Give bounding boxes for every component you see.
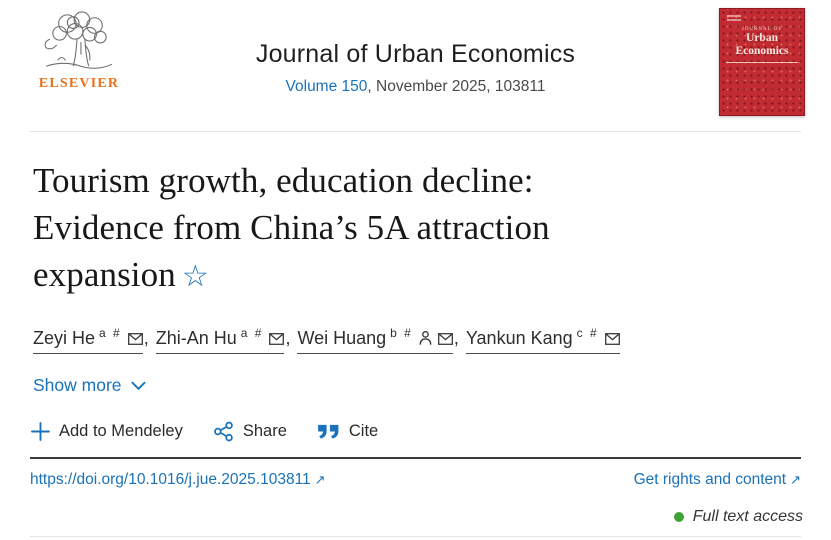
author-separator: ,	[143, 328, 149, 348]
author-name: Yankun Kang	[465, 328, 573, 348]
envelope-icon[interactable]	[269, 329, 285, 350]
elsevier-tree-icon	[44, 11, 113, 69]
author-name: Zeyi He	[33, 328, 96, 348]
author-affiliation-sup: a #	[240, 326, 264, 340]
share-label: Share	[242, 422, 287, 440]
cite-quote-icon	[317, 424, 339, 439]
journal-cover-thumbnail[interactable]: JOURNAL OF Urban Economics	[719, 8, 805, 116]
author-list: Zeyi He a #, Zhi-An Hu a #, Wei Huang b #, Yan…	[33, 326, 620, 354]
plus-icon	[31, 422, 50, 441]
author-name: Zhi-An Hu	[155, 328, 237, 348]
author-separator: ,	[453, 328, 459, 348]
author-name: Wei Huang	[297, 328, 387, 348]
share-icon	[213, 421, 233, 442]
add-to-mendeley-button[interactable]: Add to Mendeley	[31, 422, 183, 441]
cite-label: Cite	[348, 422, 379, 440]
envelope-icon[interactable]	[127, 329, 143, 350]
journal-title[interactable]: Journal of Urban Economics	[255, 40, 576, 68]
article-title: Tourism growth, education decline: Evide…	[33, 161, 550, 294]
share-button[interactable]: Share	[213, 421, 287, 442]
elsevier-logo[interactable]: ELSEVIER	[24, 10, 134, 92]
journal-header: Journal of Urban Economics Volume 150, N…	[150, 40, 681, 96]
author-separator: ,	[285, 328, 291, 348]
author-affiliation-sup: c #	[576, 326, 599, 340]
add-to-mendeley-label: Add to Mendeley	[59, 422, 183, 440]
cover-rule	[726, 62, 798, 63]
show-more-button[interactable]: Show more	[33, 375, 146, 396]
footer-divider	[30, 536, 801, 537]
cover-issn-marks	[727, 15, 741, 23]
section-divider	[30, 457, 801, 459]
elsevier-wordmark: ELSEVIER	[38, 76, 120, 91]
issue-info: , November 2025, 103811	[367, 78, 546, 95]
envelope-icon[interactable]	[437, 329, 453, 350]
volume-link[interactable]: Volume 150	[285, 78, 368, 95]
cite-button[interactable]: Cite	[317, 422, 378, 441]
author-affiliation-sup: b #	[390, 326, 413, 340]
author-affiliation-sup: a #	[99, 326, 122, 340]
header-divider	[30, 131, 801, 132]
open-access-dot-icon	[673, 512, 684, 522]
author-link[interactable]: Zeyi He a #	[33, 326, 143, 354]
action-bar: Add to Mendeley Share Cite	[31, 421, 378, 442]
envelope-icon[interactable]	[604, 329, 620, 350]
external-link-icon: ↗	[790, 473, 801, 488]
show-more-label: Show more	[33, 375, 122, 395]
cover-kicker: JOURNAL OF	[741, 27, 783, 32]
doi-row: https://doi.org/10.1016/j.jue.2025.10381…	[30, 471, 801, 489]
person-icon[interactable]	[419, 329, 432, 350]
chevron-down-icon	[130, 381, 146, 390]
rights-and-content-link[interactable]: Get rights and content ↗	[633, 471, 801, 488]
external-link-icon: ↗	[314, 473, 326, 488]
access-badge: Full text access	[673, 508, 803, 526]
author-link[interactable]: Yankun Kang c #	[465, 326, 620, 354]
footnote-star-icon[interactable]: ☆	[181, 259, 209, 294]
author-link[interactable]: Wei Huang b #	[297, 326, 453, 354]
doi-link[interactable]: https://doi.org/10.1016/j.jue.2025.10381…	[30, 471, 326, 488]
access-label: Full text access	[692, 508, 803, 525]
cover-title: Urban Economics	[735, 32, 789, 57]
journal-issue-line: Volume 150, November 2025, 103811	[150, 78, 681, 96]
author-link[interactable]: Zhi-An Hu a #	[155, 326, 285, 354]
